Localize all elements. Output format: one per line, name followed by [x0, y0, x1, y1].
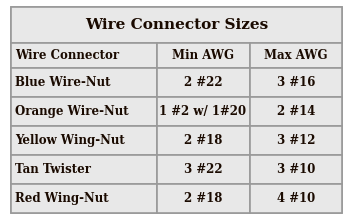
Text: Yellow Wing-Nut: Yellow Wing-Nut	[15, 134, 125, 147]
Bar	[157, 184, 250, 213]
Bar	[250, 43, 342, 68]
Bar	[11, 155, 157, 184]
Text: Wire Connector Sizes: Wire Connector Sizes	[85, 18, 268, 32]
Bar	[250, 184, 342, 213]
Bar	[157, 68, 250, 97]
Text: 3 #10: 3 #10	[277, 163, 315, 176]
Text: 1 #2 w/ 1#20: 1 #2 w/ 1#20	[160, 105, 247, 118]
Bar	[11, 184, 157, 213]
Bar	[250, 126, 342, 155]
Text: Blue Wire-Nut: Blue Wire-Nut	[15, 76, 110, 89]
Text: Orange Wire-Nut: Orange Wire-Nut	[15, 105, 128, 118]
Text: Min AWG: Min AWG	[172, 49, 234, 62]
Bar	[11, 43, 157, 68]
Text: 2 #14: 2 #14	[277, 105, 315, 118]
Text: 3 #22: 3 #22	[184, 163, 222, 176]
Bar	[11, 97, 157, 126]
Bar	[157, 97, 250, 126]
Bar	[11, 68, 157, 97]
Bar	[11, 7, 342, 43]
Bar	[157, 43, 250, 68]
Text: 3 #16: 3 #16	[277, 76, 315, 89]
Text: 3 #12: 3 #12	[277, 134, 315, 147]
Text: Wire Connector: Wire Connector	[15, 49, 119, 62]
Bar	[250, 68, 342, 97]
Text: 4 #10: 4 #10	[277, 192, 315, 205]
Bar	[250, 97, 342, 126]
Text: 2 #22: 2 #22	[184, 76, 222, 89]
Bar	[157, 126, 250, 155]
Text: Tan Twister: Tan Twister	[15, 163, 91, 176]
Text: 2 #18: 2 #18	[184, 134, 222, 147]
Bar	[11, 126, 157, 155]
Text: Max AWG: Max AWG	[264, 49, 328, 62]
Text: 2 #18: 2 #18	[184, 192, 222, 205]
Bar	[157, 155, 250, 184]
Text: Red Wing-Nut: Red Wing-Nut	[15, 192, 108, 205]
Bar	[250, 155, 342, 184]
